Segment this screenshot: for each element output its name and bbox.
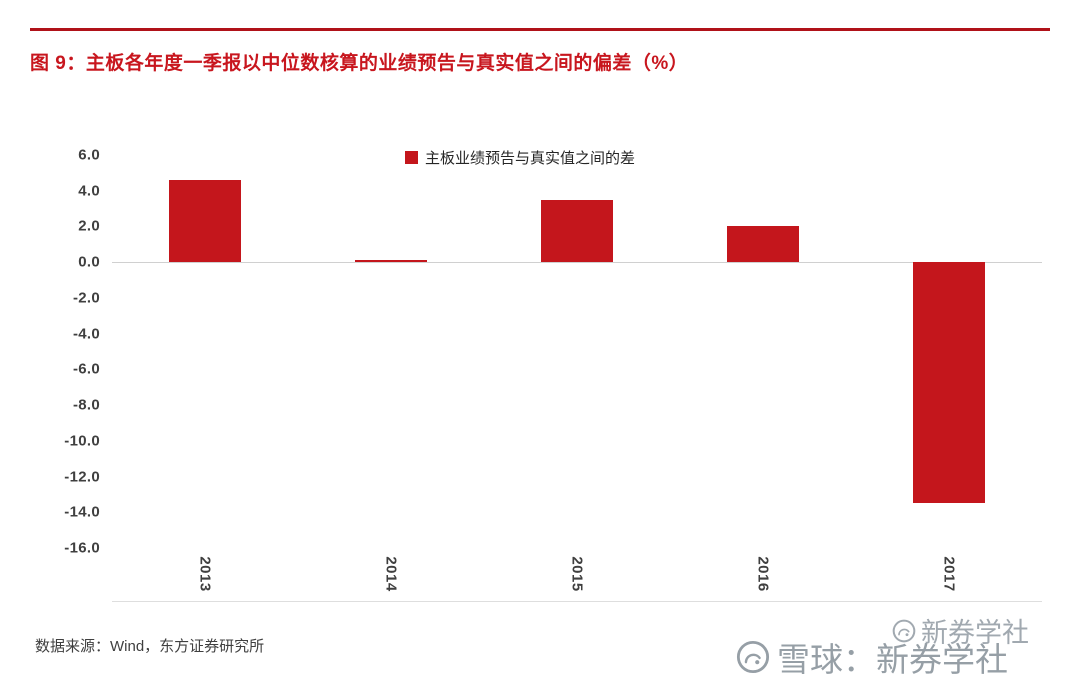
y-axis: 6.0 4.0 2.0 0.0 -2.0 -4.0 -6.0 -8.0 -10.0 -12.0 -1…: [30, 147, 100, 557]
chart-legend: 主板业绩预告与真实值之间的差: [405, 147, 635, 168]
bar-2017: [913, 262, 985, 504]
plot-area: [112, 155, 1042, 548]
watermark-primary-text: 雪球：新券学社: [777, 641, 1008, 678]
y-tick-label: 4.0: [78, 182, 100, 200]
source-note: 数据来源：Wind，东方证券研究所: [35, 638, 265, 655]
y-tick-label: 2.0: [78, 217, 100, 235]
x-tick-label: 2013: [196, 556, 214, 592]
legend-swatch: [405, 151, 418, 164]
bar-2013: [169, 180, 241, 263]
watermark-primary: 雪球：新券学社: [736, 633, 1008, 681]
top-rule: [30, 28, 1050, 31]
y-tick-label: -4.0: [72, 325, 100, 343]
xueqiu-logo-icon: [892, 619, 916, 642]
zero-line: [112, 262, 1042, 264]
y-tick-label: -8.0: [72, 396, 100, 414]
figure-title: 图 9：主板各年度一季报以中位数核算的业绩预告与真实值之间的偏差（%）: [30, 53, 689, 74]
y-tick-label: -10.0: [64, 432, 100, 450]
legend-label: 主板业绩预告与真实值之间的差: [425, 150, 636, 167]
x-tick-label: 2017: [940, 556, 958, 592]
x-tick-label: 2016: [754, 556, 772, 592]
y-tick-label: -12.0: [64, 468, 100, 486]
y-tick-label: -14.0: [64, 503, 100, 521]
y-tick-label: -6.0: [72, 360, 100, 378]
bar-2016: [727, 225, 799, 263]
y-tick-label: 0.0: [78, 253, 100, 271]
x-axis: 2013 2014 2015 2016 2017: [112, 548, 1042, 600]
xueqiu-logo-icon: [736, 640, 770, 674]
bar-2014: [355, 259, 427, 263]
watermark-secondary: 新券学社: [892, 611, 1029, 650]
y-tick-label: -2.0: [72, 289, 100, 307]
watermark-secondary-text: 新券学社: [921, 618, 1029, 648]
bar-2015: [541, 199, 613, 263]
x-tick-label: 2015: [568, 556, 586, 592]
x-axis-line: [112, 601, 1042, 602]
y-tick-label: -16.0: [64, 539, 100, 557]
y-tick-label: 6.0: [78, 146, 100, 164]
x-tick-label: 2014: [382, 556, 400, 592]
